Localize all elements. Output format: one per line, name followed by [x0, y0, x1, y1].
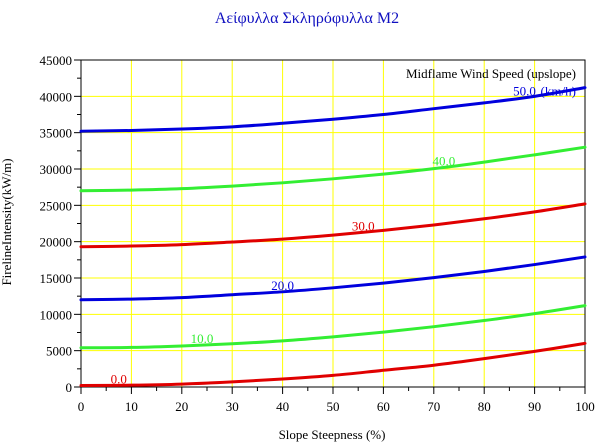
series-lines: [79, 86, 587, 388]
series-line-50-0: [79, 86, 587, 133]
legend-title: Midflame Wind Speed (upslope): [406, 66, 576, 81]
y-tick-label: 10000: [40, 307, 73, 322]
y-tick-label: 15000: [40, 271, 73, 286]
x-tick-label: 60: [377, 399, 390, 414]
x-tick-label: 80: [478, 399, 491, 414]
series-label-10-0: 10.0: [191, 331, 214, 346]
y-axis-title: FirelineIntensity(kW/m): [0, 158, 14, 285]
x-tick-label: 30: [226, 399, 239, 414]
y-tick-label: 45000: [40, 53, 73, 68]
x-tick-label: 20: [175, 399, 188, 414]
y-tick-label: 5000: [46, 344, 72, 359]
series-unit-label: (km/h): [541, 84, 576, 99]
series-label-50-0: 50.0: [513, 84, 536, 99]
y-tick-label: 20000: [40, 235, 73, 250]
x-tick-label: 0: [78, 399, 85, 414]
series-line-40-0: [79, 145, 587, 193]
x-axis-title: Slope Steepness (%): [279, 427, 386, 442]
x-tick-label: 90: [528, 399, 541, 414]
x-tick-label: 100: [575, 399, 595, 414]
y-tick-label: 40000: [40, 89, 73, 104]
y-tick-label: 30000: [40, 162, 73, 177]
series-line-30-0: [79, 202, 587, 249]
series-label-20-0: 20.0: [271, 278, 294, 293]
x-tick-label: 40: [276, 399, 289, 414]
series-line-20-0: [79, 255, 587, 302]
x-tick-label: 70: [427, 399, 440, 414]
series-label-40-0: 40.0: [433, 153, 456, 168]
series-labels: 0.0 10.0 20.0 30.0 40.0 50.0 (km/h): [111, 84, 576, 387]
x-tick-label: 50: [327, 399, 340, 414]
series-line-10-0: [79, 304, 587, 350]
axis-ticks: 0 10 20 30 40 50 60 70 80 90 100 0 5000 10000 15000 200…: [40, 53, 595, 414]
series-line-0-0: [79, 341, 587, 388]
y-tick-label: 0: [66, 380, 73, 395]
series-label-0-0: 0.0: [111, 371, 127, 386]
x-tick-label: 10: [125, 399, 138, 414]
chart-title: Αείφυλλα Σκληρόφυλλα Μ2: [215, 10, 399, 27]
series-label-30-0: 30.0: [352, 218, 375, 233]
y-tick-label: 25000: [40, 198, 73, 213]
y-tick-label: 35000: [40, 126, 73, 141]
